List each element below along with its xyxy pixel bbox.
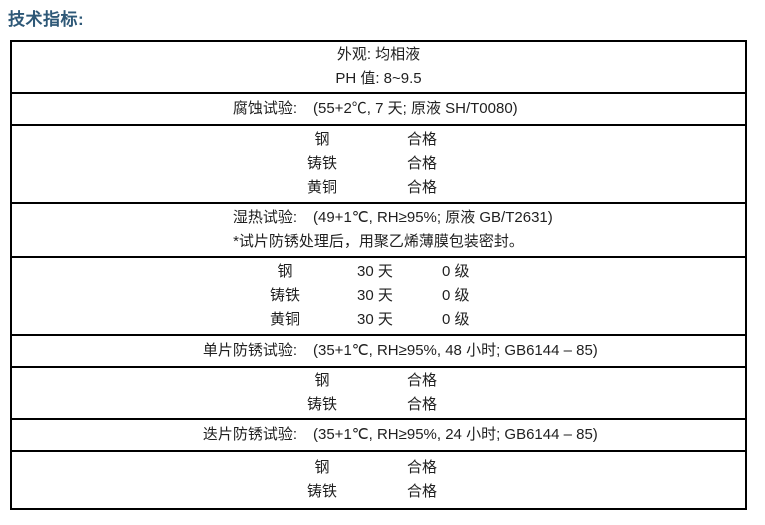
gap-spacer <box>297 423 313 447</box>
result-value: 合格 <box>407 155 438 172</box>
metal-name: 铸铁 <box>306 483 337 500</box>
result-value: 合格 <box>407 483 438 500</box>
section-damp-heat-header: 湿热试验: (49+1℃, RH≥95%; 原液 GB/T2631) *试片防锈… <box>12 204 745 258</box>
section-damp-heat-results: 钢 30 天 0 级 铸铁 30 天 0 级 黄铜 30 天 0 级 <box>12 258 745 336</box>
table-row: 铸铁 合格 <box>12 480 745 504</box>
section-single-strip-results: 钢 合格 铸铁 合格 <box>12 368 745 420</box>
table-row: 黄铜 30 天 0 级 <box>12 308 745 332</box>
metal-name: 钢 <box>314 459 330 476</box>
table-row: 铸铁 合格 <box>12 393 745 417</box>
note-text: *试片防锈处理后，用聚乙烯薄膜包装密封。 <box>233 233 524 250</box>
metal-name: 黄铜 <box>269 311 300 328</box>
result-value: 合格 <box>407 396 438 413</box>
spacer <box>12 152 237 176</box>
table-row: 钢 30 天 0 级 <box>12 260 745 284</box>
section-appearance-ph: 外观: 均相液 PH 值: 8~9.5 <box>12 42 745 94</box>
corrosion-test-row: 腐蚀试验: (55+2℃, 7 天; 原液 SH/T0080) <box>12 97 745 121</box>
grade-value: 0 级 <box>442 287 470 304</box>
spacer <box>12 284 213 308</box>
section-corrosion-test-header: 腐蚀试验: (55+2℃, 7 天; 原液 SH/T0080) <box>12 94 745 126</box>
test-name: 单片防锈试验: <box>202 342 297 359</box>
test-conditions: (35+1℃, RH≥95%, 48 小时; GB6144 – 85) <box>313 342 598 359</box>
grade-value: 0 级 <box>442 263 470 280</box>
result-value: 合格 <box>407 372 438 389</box>
metal-name: 铸铁 <box>306 155 337 172</box>
spacer <box>12 456 237 480</box>
metal-name: 铸铁 <box>269 287 300 304</box>
test-name: 迭片防锈试验: <box>202 426 297 443</box>
gap-spacer <box>297 339 313 363</box>
table-row: 铸铁 合格 <box>12 152 745 176</box>
ph-line: PH 值: 8~9.5 <box>335 70 422 87</box>
grade-value: 0 级 <box>442 311 470 328</box>
duration-value: 30 天 <box>357 287 393 304</box>
test-conditions: (35+1℃, RH≥95%, 24 小时; GB6144 – 85) <box>313 426 598 443</box>
single-strip-test-row: 单片防锈试验: (35+1℃, RH≥95%, 48 小时; GB6144 – … <box>12 339 745 363</box>
metal-name: 铸铁 <box>306 396 337 413</box>
test-name: 腐蚀试验: <box>232 100 297 117</box>
section-corrosion-results: 钢 合格 铸铁 合格 黄铜 合格 <box>12 126 745 204</box>
result-value: 合格 <box>407 459 438 476</box>
metal-name: 黄铜 <box>306 179 337 196</box>
table-row: 钢 合格 <box>12 128 745 152</box>
spacer <box>12 480 237 504</box>
gap-spacer <box>297 97 313 121</box>
section-stacked-strip-results: 钢 合格 铸铁 合格 <box>12 452 745 508</box>
spec-table: 外观: 均相液 PH 值: 8~9.5 腐蚀试验: (55+2℃, 7 天; 原… <box>10 40 747 510</box>
page-title: 技术指标: <box>8 10 85 29</box>
damp-heat-test-row: 湿热试验: (49+1℃, RH≥95%; 原液 GB/T2631) <box>12 206 745 230</box>
test-conditions: (55+2℃, 7 天; 原液 SH/T0080) <box>313 100 518 117</box>
section-single-strip-test-header: 单片防锈试验: (35+1℃, RH≥95%, 48 小时; GB6144 – … <box>12 336 745 368</box>
section-stacked-strip-test-header: 迭片防锈试验: (35+1℃, RH≥95%, 24 小时; GB6144 – … <box>12 420 745 452</box>
table-row: 钢 合格 <box>12 369 745 393</box>
spacer <box>12 128 237 152</box>
spacer <box>12 260 213 284</box>
table-row: 铸铁 30 天 0 级 <box>12 284 745 308</box>
metal-name: 钢 <box>314 372 330 389</box>
spacer <box>12 369 237 393</box>
result-value: 合格 <box>407 131 438 148</box>
duration-value: 30 天 <box>357 311 393 328</box>
gap-spacer <box>297 206 313 230</box>
spacer <box>12 393 237 417</box>
table-row: 钢 合格 <box>12 456 745 480</box>
test-name: 湿热试验: <box>232 209 297 226</box>
spacer <box>12 308 213 332</box>
table-row: 黄铜 合格 <box>12 176 745 200</box>
result-value: 合格 <box>407 179 438 196</box>
test-conditions: (49+1℃, RH≥95%; 原液 GB/T2631) <box>313 209 553 226</box>
metal-name: 钢 <box>314 131 330 148</box>
metal-name: 钢 <box>277 263 293 280</box>
stacked-strip-test-row: 迭片防锈试验: (35+1℃, RH≥95%, 24 小时; GB6144 – … <box>12 423 745 447</box>
appearance-line: 外观: 均相液 <box>336 46 421 63</box>
duration-value: 30 天 <box>357 263 393 280</box>
spacer <box>12 176 237 200</box>
